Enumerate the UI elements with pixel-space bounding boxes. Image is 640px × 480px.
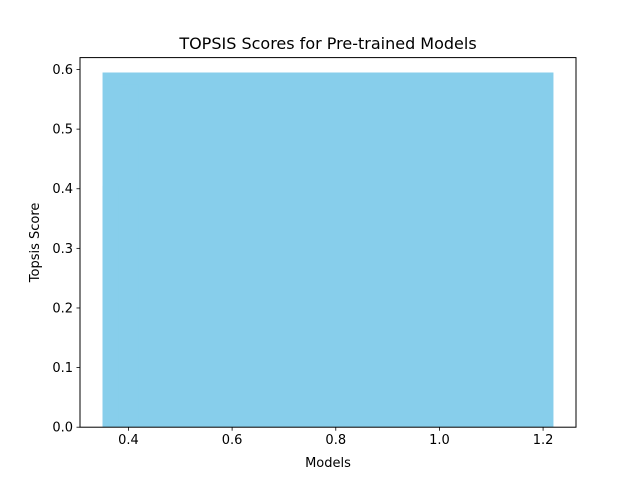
plot-frame bbox=[79, 57, 577, 428]
y-tick-label: 0.4 bbox=[52, 182, 73, 197]
y-axis-ticks: 0.0 0.1 0.2 0.3 0.4 0.5 0.6 bbox=[52, 63, 80, 436]
bar-1 bbox=[118, 84, 139, 428]
y-tick-label: 0.0 bbox=[52, 421, 73, 436]
x-tick-label: 0.6 bbox=[222, 433, 243, 448]
y-tick-label: 0.6 bbox=[52, 63, 73, 78]
bars-group bbox=[102, 72, 554, 428]
x-tick-label: 0.8 bbox=[325, 433, 346, 448]
y-axis-label: Topsis Score bbox=[28, 203, 43, 284]
x-tick-label: 1.0 bbox=[429, 433, 450, 448]
bar-2 bbox=[102, 185, 119, 428]
bar-0 bbox=[102, 72, 554, 428]
y-tick-label: 0.1 bbox=[52, 361, 73, 376]
x-tick-label: 1.2 bbox=[533, 433, 554, 448]
y-tick-label: 0.5 bbox=[52, 123, 73, 138]
x-tick-label: 0.4 bbox=[118, 433, 139, 448]
x-axis-label: Models bbox=[305, 456, 351, 471]
chart-title: TOPSIS Scores for Pre-trained Models bbox=[178, 34, 476, 53]
y-tick-label: 0.3 bbox=[52, 242, 73, 257]
y-tick-label: 0.2 bbox=[52, 301, 73, 316]
x-axis-ticks: 0.4 0.6 0.8 1.0 1.2 bbox=[118, 427, 553, 448]
